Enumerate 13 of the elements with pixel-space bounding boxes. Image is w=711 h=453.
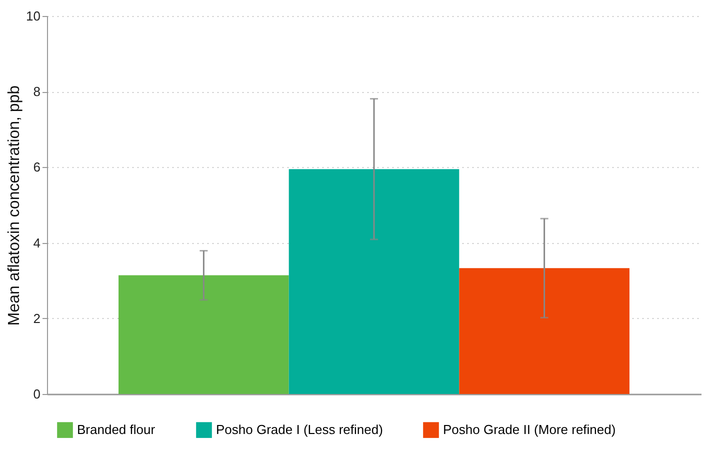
y-tick-label: 0 [33, 386, 40, 402]
y-tick-label: 8 [33, 84, 40, 100]
y-tick-label: 6 [33, 160, 40, 175]
y-axis-title: Mean aflatoxin concentration, ppb [6, 85, 24, 326]
legend-label: Posho Grade II (More refined) [443, 422, 616, 438]
legend-label: Branded flour [77, 422, 156, 438]
bar [118, 275, 289, 394]
y-tick-label: 4 [33, 235, 40, 250]
legend-label: Posho Grade I (Less refined) [216, 422, 383, 438]
bar [459, 268, 630, 394]
bar [288, 169, 460, 394]
y-tick-label: 2 [33, 310, 40, 326]
y-tick-label: 10 [26, 8, 40, 24]
